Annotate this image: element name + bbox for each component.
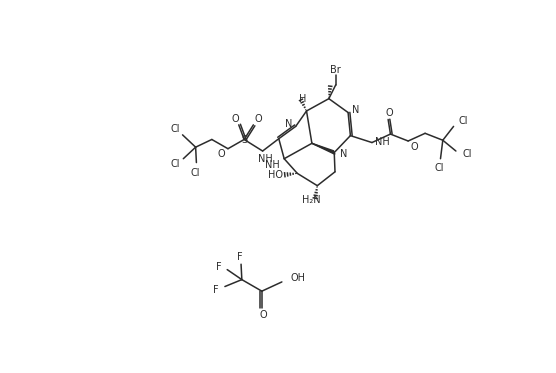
Text: S: S xyxy=(241,135,247,145)
Polygon shape xyxy=(312,143,335,154)
Text: OH: OH xyxy=(290,273,305,283)
Text: HO: HO xyxy=(268,170,283,180)
Text: Cl: Cl xyxy=(462,149,471,159)
Text: NH: NH xyxy=(257,154,272,164)
Text: O: O xyxy=(231,114,239,124)
Text: N: N xyxy=(340,149,347,159)
Text: H₂N: H₂N xyxy=(302,195,320,204)
Text: H: H xyxy=(299,94,306,104)
Text: NH: NH xyxy=(265,160,280,170)
Text: O: O xyxy=(386,108,394,118)
Text: Cl: Cl xyxy=(458,116,468,126)
Text: O: O xyxy=(217,149,225,159)
Text: F: F xyxy=(216,261,222,272)
Text: N: N xyxy=(285,119,292,129)
Text: O: O xyxy=(255,114,262,124)
Text: Cl: Cl xyxy=(170,125,180,134)
Text: Cl: Cl xyxy=(171,159,180,169)
Text: Cl: Cl xyxy=(190,167,200,178)
Text: O: O xyxy=(410,142,418,152)
Text: F: F xyxy=(213,285,219,295)
Text: N: N xyxy=(352,105,359,115)
Text: O: O xyxy=(260,310,267,320)
Text: NH: NH xyxy=(375,137,390,147)
Text: Br: Br xyxy=(330,65,341,75)
Text: Cl: Cl xyxy=(434,163,444,173)
Text: F: F xyxy=(237,251,243,261)
